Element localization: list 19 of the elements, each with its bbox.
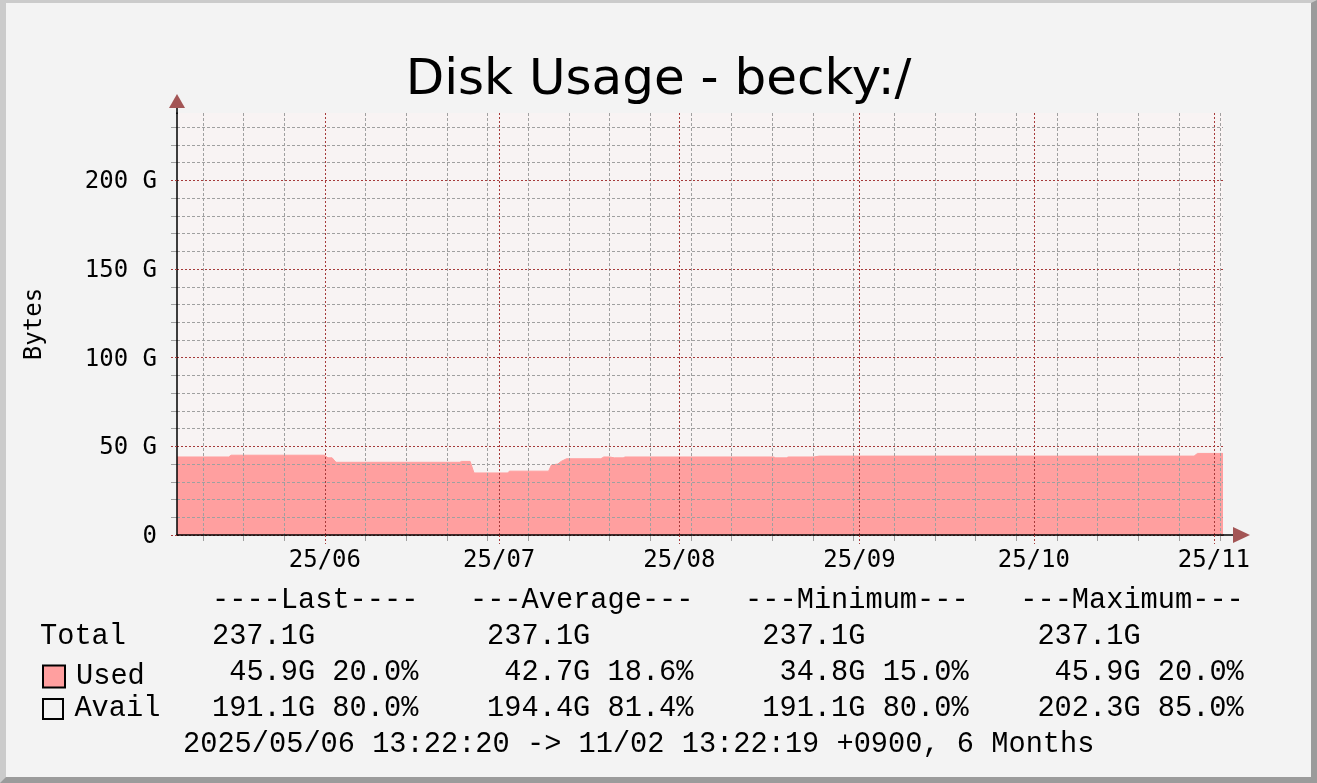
y-tick-label: 200 G [84, 166, 157, 195]
y-axis-title: Bytes [19, 287, 47, 361]
text: 45.9G 20.0% 42.7G 18.6% 34.8G 15.0% 45.9G 20.0% [229, 655, 1244, 691]
text: Total 237.1G 237.1G 237.1G 237.1G [40, 619, 1141, 655]
chart-title: Disk Usage - becky:/ [405, 48, 912, 106]
text: Avail 191.1G 80.0% 194.4G 81.4% 191.1G 80.0% 202.3G 85.0% [74, 691, 1244, 727]
y-tick-label: 50 G [99, 432, 157, 461]
text: ----Last---- ---Average--- ---Minimum--- ---Maximum--- [212, 583, 1244, 619]
legend-label: Used [76, 660, 145, 693]
x-tick-label: 25/06 [288, 545, 361, 573]
y-tick-label: 150 G [84, 255, 157, 284]
x-tick-label: 25/07 [463, 545, 536, 573]
x-tick-label: 25/08 [643, 545, 716, 573]
x-tick-label: 25/09 [823, 545, 896, 573]
y-tick-label: 0 [142, 521, 157, 549]
text: 2025/05/06 13:22:20 -> 11/02 13:22:19 +0900, 6 Months [183, 727, 1095, 763]
x-tick-label: 25/10 [997, 545, 1070, 573]
y-tick-label: 100 G [84, 343, 157, 372]
x-tick-label: 25/11 [1177, 545, 1251, 573]
